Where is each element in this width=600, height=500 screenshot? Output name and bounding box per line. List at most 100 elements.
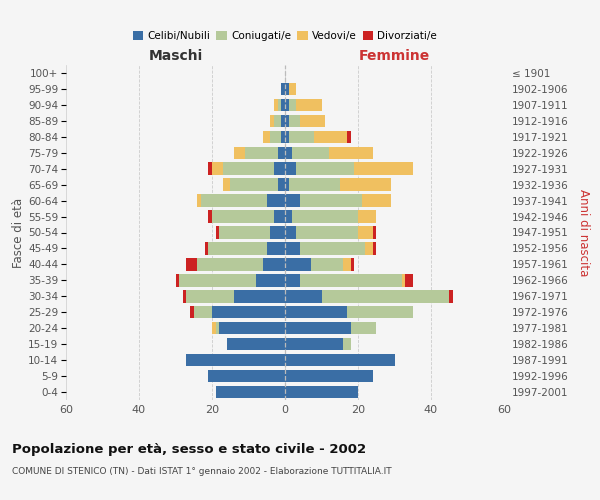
- Bar: [347, 130, 350, 143]
- Bar: [187, 258, 197, 270]
- Bar: [373, 242, 376, 254]
- Bar: [281, 98, 285, 111]
- Bar: [194, 306, 212, 318]
- Y-axis label: Fasce di età: Fasce di età: [13, 198, 25, 268]
- Bar: [285, 178, 289, 191]
- Bar: [289, 114, 299, 127]
- Bar: [234, 146, 245, 159]
- Bar: [296, 226, 358, 238]
- Bar: [285, 98, 289, 111]
- Bar: [187, 290, 234, 302]
- Bar: [271, 130, 281, 143]
- Bar: [223, 178, 230, 191]
- Bar: [343, 258, 350, 270]
- Bar: [212, 306, 285, 318]
- Bar: [299, 194, 362, 207]
- Text: COMUNE DI STENICO (TN) - Dati ISTAT 1° gennaio 2002 - Elaborazione TUTTITALIA.IT: COMUNE DI STENICO (TN) - Dati ISTAT 1° g…: [12, 468, 392, 476]
- Bar: [285, 386, 358, 398]
- Bar: [271, 114, 274, 127]
- Bar: [278, 98, 281, 111]
- Bar: [179, 274, 256, 286]
- Text: Maschi: Maschi: [148, 49, 203, 63]
- Bar: [299, 274, 402, 286]
- Bar: [299, 242, 365, 254]
- Bar: [285, 162, 296, 175]
- Bar: [274, 210, 285, 223]
- Bar: [274, 114, 281, 127]
- Legend: Celibi/Nubili, Coniugati/e, Vedovi/e, Divorziati/e: Celibi/Nubili, Coniugati/e, Vedovi/e, Di…: [128, 26, 442, 45]
- Bar: [234, 290, 285, 302]
- Bar: [402, 274, 406, 286]
- Bar: [350, 258, 355, 270]
- Bar: [285, 338, 343, 350]
- Bar: [208, 370, 285, 382]
- Y-axis label: Anni di nascita: Anni di nascita: [577, 189, 590, 276]
- Bar: [212, 322, 215, 334]
- Bar: [285, 226, 296, 238]
- Bar: [263, 130, 271, 143]
- Bar: [355, 162, 413, 175]
- Bar: [274, 162, 285, 175]
- Bar: [311, 258, 343, 270]
- Bar: [449, 290, 453, 302]
- Bar: [373, 226, 376, 238]
- Bar: [347, 306, 413, 318]
- Bar: [208, 210, 212, 223]
- Bar: [208, 242, 267, 254]
- Bar: [281, 114, 285, 127]
- Bar: [289, 82, 296, 95]
- Bar: [285, 290, 322, 302]
- Bar: [190, 306, 194, 318]
- Bar: [278, 178, 285, 191]
- Text: Popolazione per età, sesso e stato civile - 2002: Popolazione per età, sesso e stato civil…: [12, 442, 366, 456]
- Bar: [281, 130, 285, 143]
- Bar: [292, 210, 358, 223]
- Bar: [245, 146, 278, 159]
- Bar: [285, 354, 395, 366]
- Bar: [343, 338, 350, 350]
- Bar: [285, 322, 350, 334]
- Bar: [406, 274, 413, 286]
- Bar: [285, 194, 299, 207]
- Bar: [223, 162, 274, 175]
- Bar: [296, 98, 322, 111]
- Bar: [215, 322, 220, 334]
- Text: Femmine: Femmine: [359, 49, 430, 63]
- Bar: [365, 242, 373, 254]
- Bar: [197, 258, 263, 270]
- Bar: [201, 194, 267, 207]
- Bar: [208, 162, 212, 175]
- Bar: [256, 274, 285, 286]
- Bar: [278, 146, 285, 159]
- Bar: [292, 146, 329, 159]
- Bar: [285, 242, 299, 254]
- Bar: [183, 290, 187, 302]
- Bar: [314, 130, 347, 143]
- Bar: [289, 130, 314, 143]
- Bar: [212, 210, 274, 223]
- Bar: [212, 162, 223, 175]
- Bar: [176, 274, 179, 286]
- Bar: [267, 242, 285, 254]
- Bar: [197, 194, 201, 207]
- Bar: [285, 370, 373, 382]
- Bar: [296, 162, 355, 175]
- Bar: [274, 98, 278, 111]
- Bar: [285, 130, 289, 143]
- Bar: [350, 322, 376, 334]
- Bar: [322, 290, 449, 302]
- Bar: [299, 114, 325, 127]
- Bar: [205, 242, 208, 254]
- Bar: [220, 226, 271, 238]
- Bar: [329, 146, 373, 159]
- Bar: [285, 146, 292, 159]
- Bar: [281, 82, 285, 95]
- Bar: [215, 386, 285, 398]
- Bar: [215, 226, 220, 238]
- Bar: [285, 274, 299, 286]
- Bar: [285, 258, 311, 270]
- Bar: [285, 306, 347, 318]
- Bar: [230, 178, 278, 191]
- Bar: [285, 210, 292, 223]
- Bar: [358, 210, 376, 223]
